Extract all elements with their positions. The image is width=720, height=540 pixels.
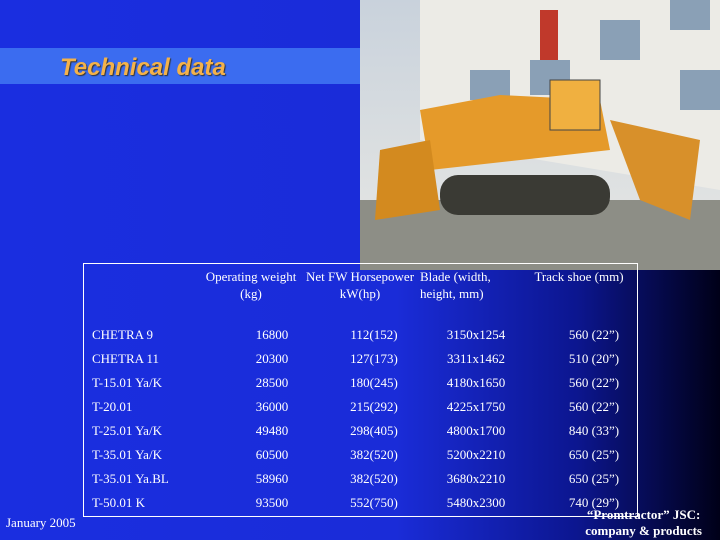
table-cell: 4180x1650 xyxy=(446,375,506,390)
table-cell: 560 (22”) xyxy=(568,327,620,342)
company-line: company & products xyxy=(585,523,702,538)
table-cell: 49480 xyxy=(255,423,289,438)
table-cell: 127(173) xyxy=(350,351,398,366)
table-cell: 112(152) xyxy=(350,327,398,342)
table-cell: 20300 xyxy=(255,351,289,366)
company-line: “Promtractor” JSC: xyxy=(586,507,701,522)
table-cell: 4800x1700 xyxy=(446,423,506,438)
column-header: Net FW Horsepower kW(hp) xyxy=(305,269,415,301)
table-cell: 3680x2210 xyxy=(446,471,506,486)
table-cell: 60500 xyxy=(255,447,289,462)
table-cell: 650 (25”) xyxy=(568,447,620,462)
table-cell: 16800 xyxy=(255,327,289,342)
table-cell: 650 (25”) xyxy=(568,471,620,486)
table-cell: 215(292) xyxy=(350,399,398,414)
model-name: T-25.01 Ya/K xyxy=(92,423,162,438)
table-cell: 58960 xyxy=(255,471,289,486)
column-header: Track shoe (mm) xyxy=(534,269,624,284)
table-cell: 5200x2210 xyxy=(446,447,506,462)
table-cell: 510 (20”) xyxy=(568,351,620,366)
table-cell: 740 (29”) xyxy=(568,495,620,510)
table-cell: 28500 xyxy=(255,375,289,390)
title-band xyxy=(0,48,360,84)
model-name: CHETRA 9 xyxy=(92,327,154,342)
table-cell: 560 (22”) xyxy=(568,375,620,390)
company: “Promtractor” JSC: company & products xyxy=(585,507,702,539)
table-cell: 93500 xyxy=(255,495,289,510)
model-name: T-35.01 Ya/K xyxy=(92,447,162,462)
date: January 2005 xyxy=(6,515,76,530)
model-name: T-15.01 Ya/K xyxy=(92,375,162,390)
table-cell: 560 (22”) xyxy=(568,399,620,414)
table-cell: 840 (33”) xyxy=(568,423,620,438)
table-cell: 3311x1462 xyxy=(446,351,506,366)
data-table: Operating weight (kg) Net FW Horsepower k… xyxy=(83,263,638,517)
model-name: T-35.01 Ya.BL xyxy=(92,471,169,486)
model-name: T-20.01 xyxy=(92,399,133,414)
title: Technical data xyxy=(60,54,226,81)
table-cell: 180(245) xyxy=(350,375,398,390)
table-cell: 5480x2300 xyxy=(446,495,506,510)
table-cell: 4225x1750 xyxy=(446,399,506,414)
table-cell: 552(750) xyxy=(350,495,398,510)
table-cell: 298(405) xyxy=(350,423,398,438)
table-cell: 3150x1254 xyxy=(446,327,506,342)
model-name: T-50.01 K xyxy=(92,495,145,510)
model-name: CHETRA 11 xyxy=(92,351,160,366)
photo xyxy=(360,0,720,270)
table-cell: 382(520) xyxy=(350,447,398,462)
column-header: Blade (width, height, mm) xyxy=(420,269,491,301)
column-header: Operating weight (kg) xyxy=(205,269,297,301)
table-cell: 382(520) xyxy=(350,471,398,486)
table-cell: 36000 xyxy=(255,399,289,414)
